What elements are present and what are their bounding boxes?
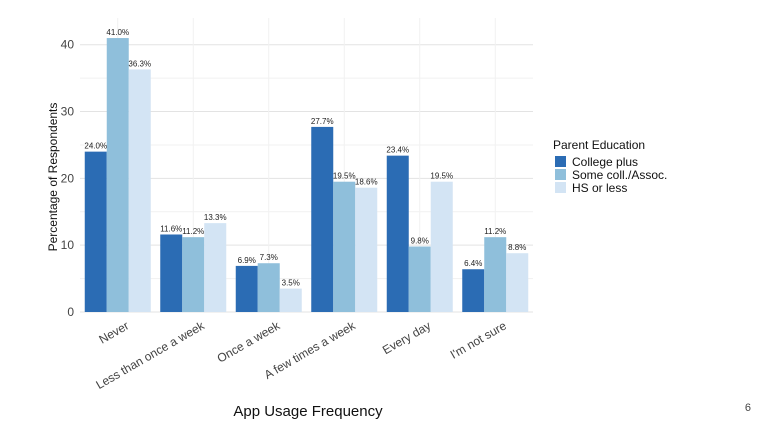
x-tick-label: Once a week: [215, 318, 284, 366]
data-label: 6.4%: [464, 259, 482, 268]
bar: [257, 263, 280, 312]
legend-label: HS or less: [572, 181, 627, 195]
legend-swatch: [555, 169, 566, 180]
data-label: 24.0%: [84, 142, 107, 151]
y-tick-label: 10: [61, 238, 75, 252]
data-label: 11.6%: [160, 224, 182, 233]
bar: [160, 234, 183, 312]
bar: [311, 126, 334, 312]
y-tick-label: 30: [61, 105, 75, 119]
x-tick-label: Never: [97, 318, 132, 346]
bar: [279, 288, 302, 312]
bar: [484, 237, 507, 312]
bar: [128, 69, 151, 312]
data-label: 27.7%: [311, 117, 334, 126]
legend-label: College plus: [572, 155, 638, 169]
data-label: 18.6%: [355, 178, 378, 187]
bar: [84, 151, 107, 312]
bar: [462, 269, 485, 312]
data-label: 3.5%: [282, 279, 300, 288]
y-tick-label: 40: [61, 38, 75, 52]
data-label: 7.3%: [260, 253, 278, 262]
bar: [506, 253, 529, 312]
legend-title: Parent Education: [553, 138, 645, 152]
legend-label: Some coll./Assoc.: [572, 168, 667, 182]
data-label: 19.5%: [333, 172, 356, 181]
data-label: 11.2%: [182, 227, 204, 236]
bar: [182, 237, 205, 312]
data-label: 13.3%: [204, 213, 227, 222]
data-label: 36.3%: [128, 59, 151, 68]
data-label: 8.8%: [508, 243, 526, 252]
bar: [235, 265, 258, 312]
y-tick-label: 20: [61, 171, 75, 185]
legend-swatch: [555, 182, 566, 193]
data-label: 23.4%: [386, 146, 409, 155]
bar: [355, 187, 378, 312]
data-label: 6.9%: [238, 256, 256, 265]
x-tick-label: Every day: [380, 318, 433, 357]
data-label: 19.5%: [430, 172, 453, 181]
bar: [204, 223, 227, 312]
legend-swatch: [555, 156, 566, 167]
bar: [430, 181, 453, 312]
bar: [386, 155, 409, 312]
data-label: 41.0%: [106, 28, 129, 37]
x-axis-title: App Usage Frequency: [233, 403, 383, 420]
bar: [408, 246, 431, 312]
bar: [106, 38, 129, 312]
x-tick-label: I'm not sure: [448, 318, 509, 361]
data-label: 11.2%: [484, 227, 506, 236]
bar: [333, 181, 356, 312]
data-label: 9.8%: [411, 237, 429, 246]
page-number: 6: [744, 402, 751, 414]
y-tick-label: 0: [67, 305, 74, 319]
y-axis-title: Percentage of Respondents: [46, 103, 60, 252]
